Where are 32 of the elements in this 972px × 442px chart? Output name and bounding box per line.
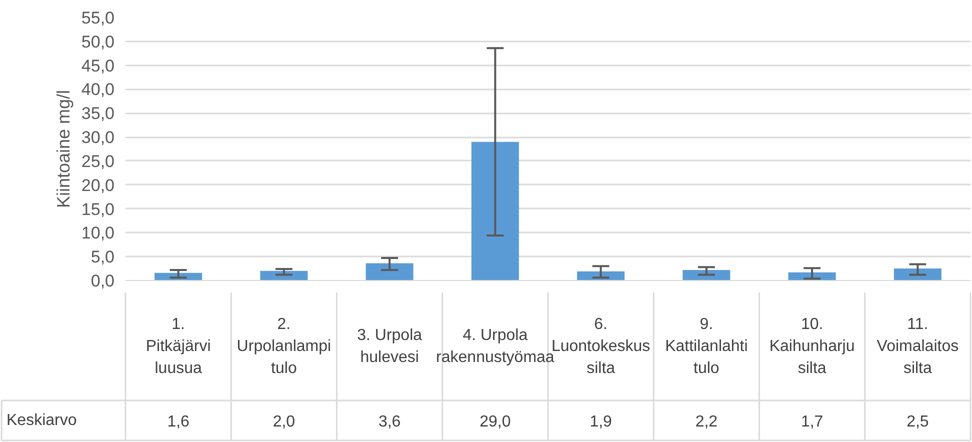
y-tick-label: 55,0	[81, 8, 115, 28]
text: Keskiarvo	[6, 412, 77, 429]
y-tick-label: 5,0	[90, 248, 115, 267]
y-tick-label: 40,0	[81, 80, 115, 100]
data-label: 1,6	[167, 414, 190, 430]
x-tick-label: 1. Pitkäjärvi luusua	[146, 316, 211, 378]
data-label: 1,9	[590, 414, 612, 430]
x-tick-label: 9. Kattilanlahti tulo	[665, 316, 748, 378]
y-tick-label: 15,0	[81, 200, 115, 219]
y-tick-label: 25,0	[81, 152, 115, 171]
y-tick-label: 50,0	[81, 32, 115, 52]
y-axis-title: Kiintoaine mg/l	[53, 90, 74, 208]
bar	[366, 263, 414, 280]
x-tick-label: 11. Voimalaitos silta	[876, 316, 959, 378]
x-tick-label: 2. Urpolanlampi tulo	[236, 316, 332, 378]
data-label: 3,6	[378, 414, 401, 430]
bar	[471, 142, 519, 280]
bar	[894, 268, 942, 280]
data-label: 2,0	[272, 414, 296, 430]
x-tick-label: 3. Urpola hulevesi	[357, 326, 422, 366]
y-tick-label: 10,0	[81, 224, 115, 243]
data-label: 2,2	[695, 414, 718, 430]
data-label: 2,5	[906, 414, 929, 430]
y-tick-label: 45,0	[81, 56, 115, 76]
x-tick-label: 10. Kaihunharju silta	[769, 316, 855, 378]
y-tick-label: 30,0	[81, 128, 115, 148]
data-label: 1,7	[800, 414, 824, 430]
y-tick-label: 35,0	[81, 104, 115, 124]
y-tick-label: 0,0	[90, 272, 115, 290]
y-tick-label: 20,0	[81, 176, 115, 195]
bar	[682, 270, 730, 280]
data-label: 29,0	[480, 414, 511, 430]
